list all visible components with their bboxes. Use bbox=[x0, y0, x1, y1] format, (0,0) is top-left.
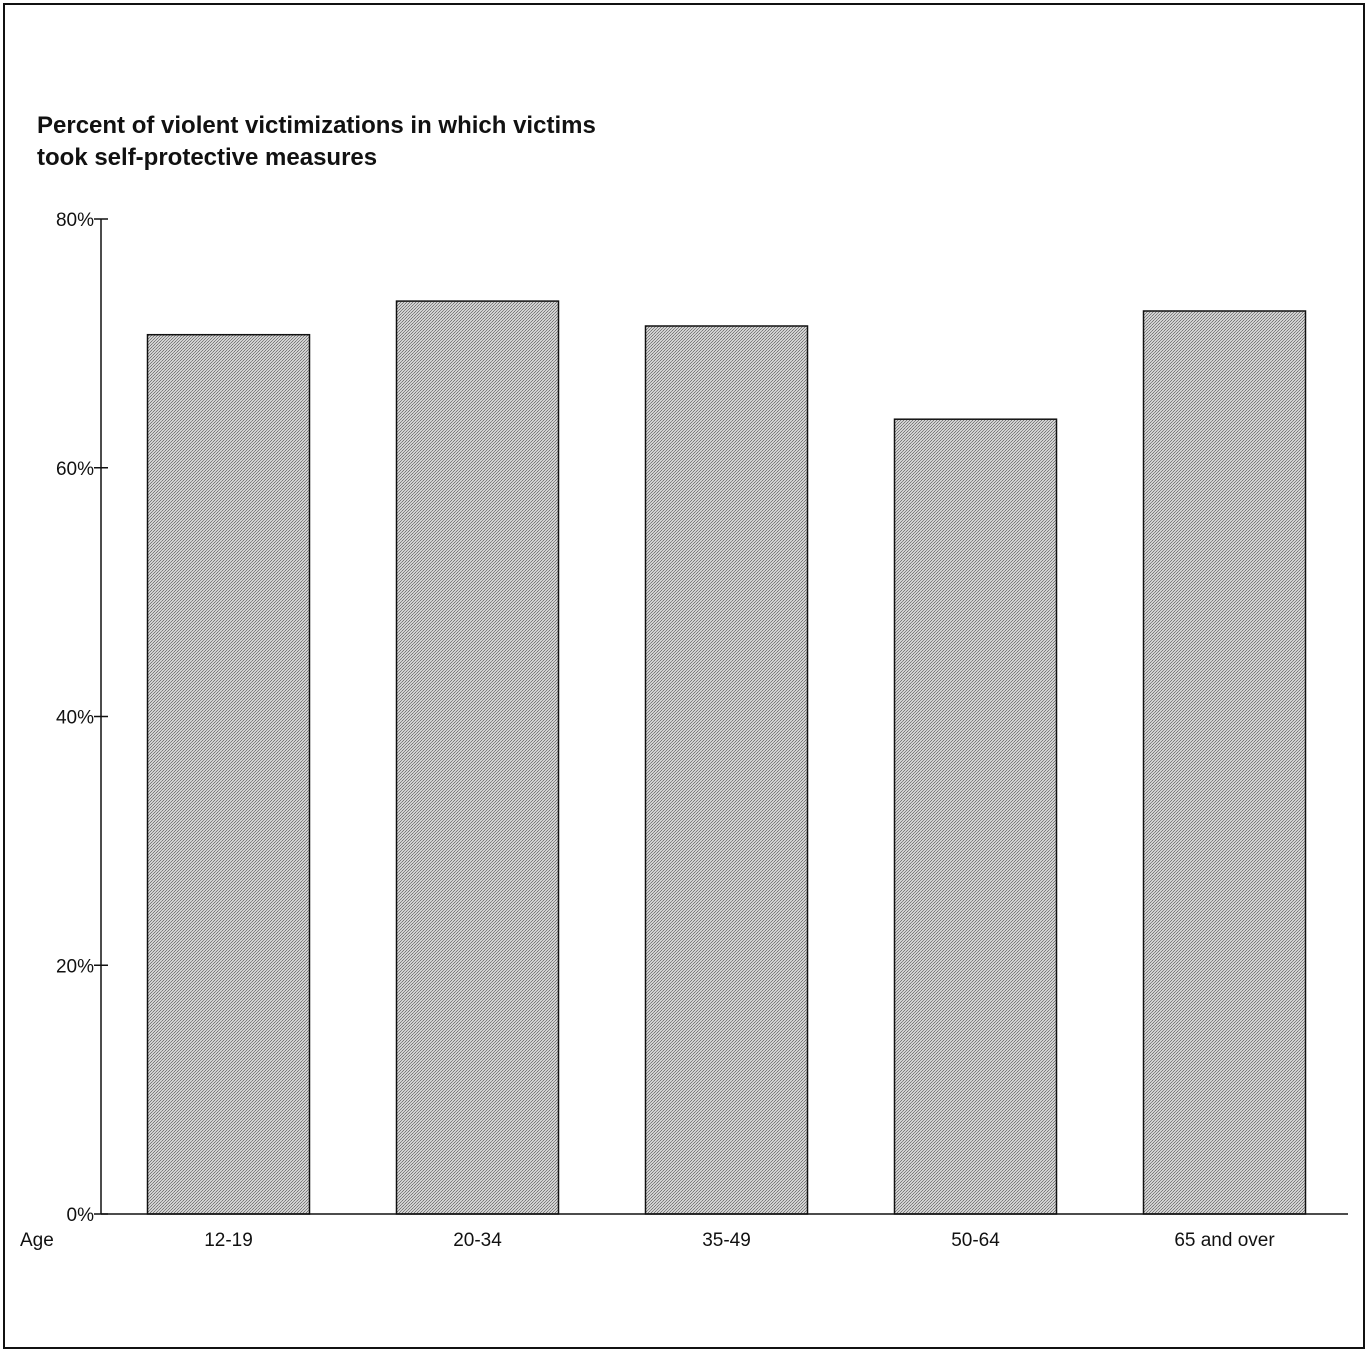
y-tick-label: 0% bbox=[67, 1205, 95, 1226]
x-tick-label: 50-64 bbox=[951, 1230, 1000, 1251]
x-tick-label: 20-34 bbox=[453, 1230, 502, 1251]
x-tick-label: 35-49 bbox=[702, 1230, 751, 1251]
y-tick-label: 60% bbox=[56, 459, 94, 480]
bar-50-64 bbox=[893, 418, 1058, 1215]
x-tick-label: 65 and over bbox=[1174, 1230, 1275, 1251]
bar-20-34 bbox=[395, 300, 560, 1215]
chart-title: Percent of violent victimizations in whi… bbox=[37, 110, 837, 174]
x-axis-label: Age bbox=[20, 1230, 54, 1251]
bar-65-and-over bbox=[1142, 310, 1307, 1215]
bars-layer bbox=[146, 300, 1307, 1215]
y-tick-label: 20% bbox=[56, 956, 94, 977]
bar-35-49 bbox=[644, 325, 809, 1215]
axes-layer: 12-19 20-34 35-49 50-64 65 and over 0% 20% 40% 6… bbox=[56, 210, 1348, 1251]
y-tick-label: 80% bbox=[56, 210, 94, 231]
chart-title-line-1: Percent of violent victimizations in whi… bbox=[37, 112, 596, 139]
chart-title-line-2: took self-protective measures bbox=[37, 144, 378, 171]
y-tick-label: 40% bbox=[56, 708, 94, 729]
x-tick-label: 12-19 bbox=[204, 1230, 253, 1251]
bar-12-19 bbox=[146, 333, 311, 1215]
